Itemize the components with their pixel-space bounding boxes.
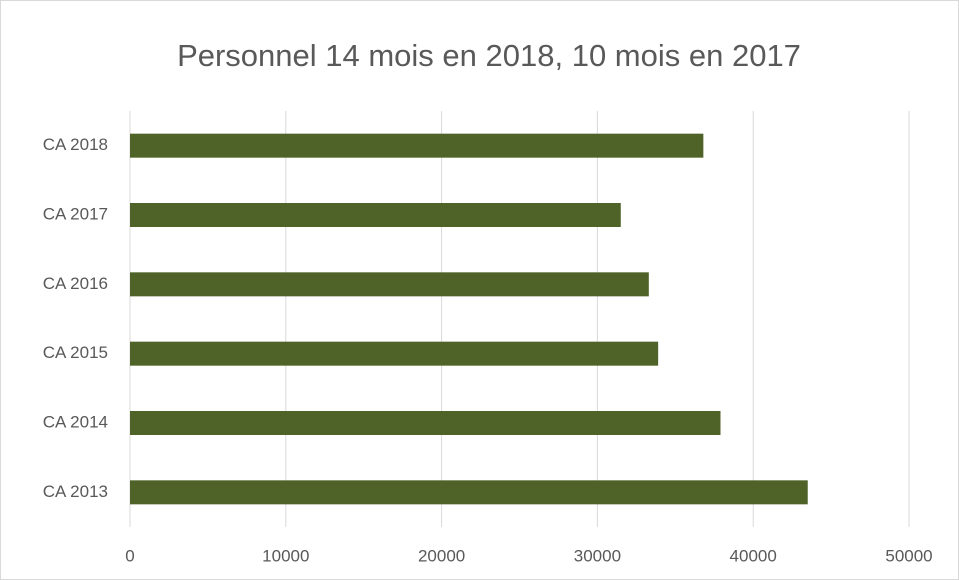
x-tick-label: 20000 — [418, 546, 465, 565]
y-tick-label: CA 2018 — [43, 135, 108, 154]
bar — [130, 272, 649, 297]
bar — [130, 411, 721, 435]
x-tick-label: 50000 — [885, 546, 932, 565]
y-tick-label: CA 2017 — [43, 204, 108, 223]
bar — [130, 203, 621, 227]
y-tick-label: CA 2016 — [43, 274, 108, 293]
x-tick-label: 10000 — [262, 546, 309, 565]
bar — [130, 480, 808, 505]
x-tick-label: 30000 — [574, 546, 621, 565]
y-tick-label: CA 2015 — [43, 343, 108, 362]
chart-title: Personnel 14 mois en 2018, 10 mois en 20… — [177, 38, 801, 73]
y-tick-label: CA 2013 — [43, 482, 108, 501]
bar — [130, 133, 704, 158]
y-tick-label: CA 2014 — [43, 412, 108, 431]
x-tick-label: 0 — [125, 546, 134, 565]
bar — [130, 341, 659, 366]
x-tick-label: 40000 — [730, 546, 777, 565]
